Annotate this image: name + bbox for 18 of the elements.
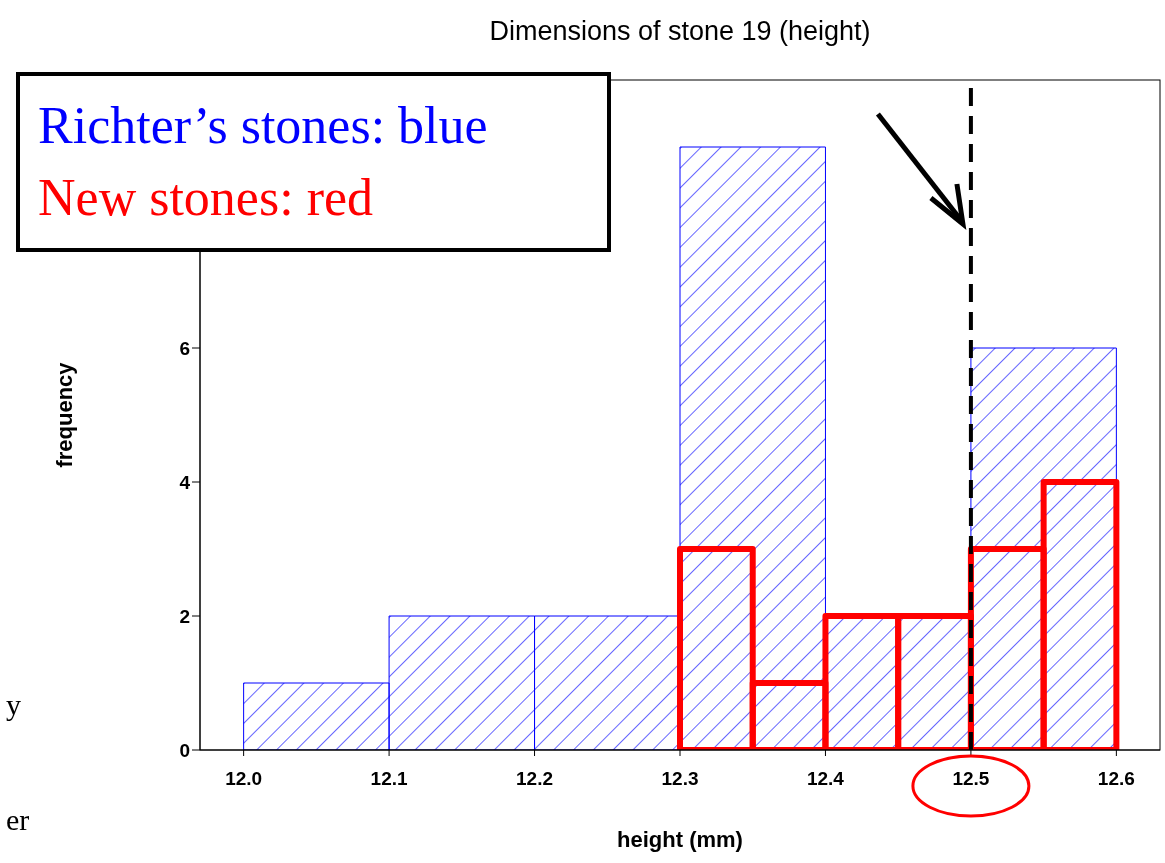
y-tick-label: 4 (179, 471, 191, 493)
x-tick-label: 12.0 (225, 768, 263, 790)
x-axis-title: height (mm) (616, 827, 744, 853)
text: Richter’s stones: blue (38, 96, 489, 156)
y-axis-title: frequency (52, 362, 78, 468)
y-tick-label: 6 (179, 337, 190, 359)
text: New stones: red (38, 168, 375, 228)
y-tick-label: 2 (179, 605, 190, 627)
chart-title: Dimensions of stone 19 (height) (488, 16, 872, 47)
x-tick-label: 12.1 (370, 768, 409, 790)
x-tick-label: 12.3 (661, 768, 699, 790)
y-tick-label: 0 (179, 739, 190, 761)
x-tick-label: 12.2 (516, 768, 554, 790)
x-tick-label: 12.6 (1097, 768, 1135, 790)
x-tick-label: 12.4 (806, 768, 845, 790)
x-tick-label: 12.5 (952, 768, 990, 790)
text: er (6, 803, 30, 837)
text: y (6, 688, 21, 722)
